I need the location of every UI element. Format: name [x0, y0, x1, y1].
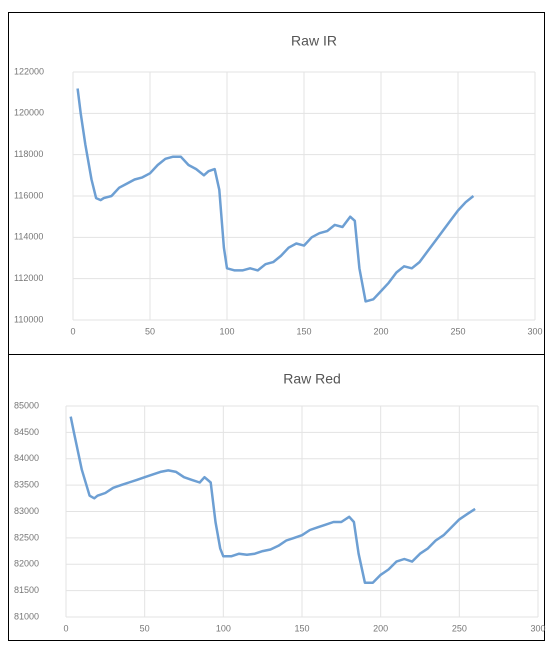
chart-title: Raw Red	[283, 371, 341, 387]
y-tick-label: 120000	[14, 108, 44, 118]
x-tick-label: 100	[219, 326, 234, 336]
y-tick-label: 82500	[14, 532, 39, 542]
x-tick-label: 100	[216, 623, 231, 633]
y-tick-label: 118000	[14, 149, 43, 159]
x-tick-label: 0	[63, 623, 68, 633]
y-tick-label: 110000	[14, 314, 43, 324]
y-tick-label: 114000	[14, 232, 43, 242]
y-tick-label: 84500	[14, 427, 39, 437]
x-tick-label: 50	[145, 326, 155, 336]
y-tick-label: 83500	[14, 480, 39, 490]
x-tick-label: 150	[294, 623, 309, 633]
x-tick-label: 0	[70, 326, 75, 336]
x-tick-label: 200	[373, 623, 388, 633]
y-tick-label: 112000	[14, 273, 43, 283]
x-tick-label: 250	[450, 326, 465, 336]
x-tick-label: 200	[373, 326, 388, 336]
chart-title: Raw IR	[291, 33, 337, 49]
y-tick-label: 83000	[14, 506, 39, 516]
y-tick-label: 82000	[14, 559, 39, 569]
panel-border	[8, 354, 545, 641]
x-tick-label: 300	[527, 326, 542, 336]
data-line	[69, 416, 476, 584]
x-tick-label: 150	[296, 326, 311, 336]
y-tick-label: 81000	[14, 611, 39, 621]
y-tick-label: 122000	[14, 66, 44, 76]
panel-border	[8, 12, 545, 355]
y-tick-label: 116000	[14, 190, 43, 200]
x-tick-label: 300	[530, 623, 545, 633]
y-tick-label: 85000	[14, 400, 39, 410]
x-tick-label: 50	[140, 623, 150, 633]
data-line	[76, 88, 475, 303]
y-tick-label: 84000	[14, 453, 39, 463]
x-tick-label: 250	[452, 623, 467, 633]
y-tick-label: 81500	[14, 585, 39, 595]
